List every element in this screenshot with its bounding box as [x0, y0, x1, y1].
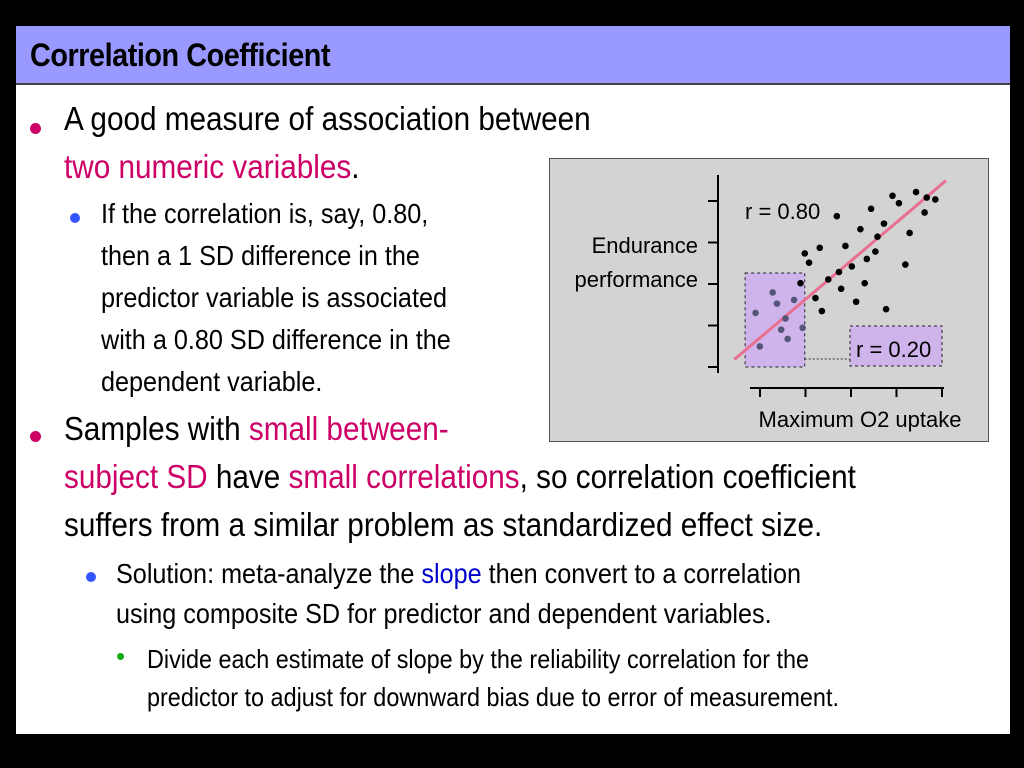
period: . — [351, 148, 360, 185]
data-point — [848, 263, 856, 270]
data-point — [906, 229, 913, 237]
data-point — [833, 212, 841, 220]
bullet2-text-line2: subject SD have small correlations, so c… — [64, 458, 856, 496]
sub-text-line4: with a 0.80 SD difference in the — [101, 324, 451, 355]
sub-text-line1: If the correlation is, say, 0.80, — [101, 198, 429, 229]
data-point — [837, 285, 845, 293]
data-point — [818, 307, 826, 315]
data-point — [880, 220, 888, 227]
data-point — [799, 324, 806, 332]
solution-plain: Solution: meta-analyze the — [116, 558, 422, 589]
slide-title: Correlation Coefficient — [30, 37, 331, 73]
data-point — [902, 261, 909, 268]
bullet2-text-line1: Samples with small between- — [64, 410, 449, 448]
bullet1-text-line2: two numeric variables. — [64, 148, 359, 186]
data-point — [852, 298, 860, 306]
data-point — [895, 199, 903, 207]
scatter-chart: Endurance performance r = 0.80 r = 0.20 … — [549, 158, 989, 442]
highlight-small-between: small between- — [248, 410, 449, 447]
solution-line2: using composite SD for predictor and dep… — [116, 598, 772, 629]
data-point — [816, 244, 824, 252]
divide-line1: Divide each estimate of slope by the rel… — [147, 644, 810, 674]
data-point — [867, 205, 875, 213]
subset-label-box — [849, 325, 943, 367]
data-point — [784, 335, 791, 343]
ylabel-line2: performance — [574, 267, 698, 292]
data-point — [857, 225, 864, 233]
bullet2-have: have — [207, 458, 289, 495]
bullet1-text-line1: A good measure of association between — [64, 100, 591, 137]
data-point — [842, 242, 849, 250]
highlight-two-numeric-variables: two numeric variables — [64, 148, 352, 185]
annotation-r-subset: r = 0.20 — [856, 337, 931, 362]
data-point — [752, 309, 759, 317]
data-point — [861, 279, 868, 287]
bullet2-line2-end: , so correlation coefficient — [519, 458, 856, 495]
scatter-chart-svg: Endurance performance r = 0.80 r = 0.20 … — [574, 175, 962, 432]
data-point — [812, 294, 819, 302]
sub-bullet-dot — [70, 213, 80, 223]
data-point — [805, 259, 813, 266]
subset-highlight-box — [744, 272, 806, 368]
data-point — [872, 248, 879, 255]
sub-text-line3: predictor variable is associated — [101, 282, 447, 313]
data-point — [835, 268, 843, 276]
data-point — [797, 279, 804, 287]
data-point — [773, 300, 781, 307]
solution-line1: Solution: meta-analyze the slope then co… — [116, 558, 801, 590]
highlight-slope: slope — [421, 558, 482, 589]
divide-line2: predictor to adjust for downward bias du… — [147, 682, 839, 712]
data-point — [882, 305, 890, 313]
data-point — [777, 326, 785, 333]
chart-axes — [708, 175, 944, 397]
data-point — [889, 192, 896, 200]
data-point — [912, 188, 920, 196]
highlight-small-correlations: small correlations — [288, 458, 520, 495]
data-point — [790, 296, 798, 304]
title-bar: Correlation Coefficient — [16, 26, 1010, 85]
annotation-r-full: r = 0.80 — [745, 199, 820, 224]
highlight-subject-sd: subject SD — [64, 458, 208, 495]
data-point — [863, 255, 871, 263]
data-point — [932, 196, 939, 203]
scatter-points — [752, 188, 939, 350]
solution-line1-end: then convert to a correlation — [481, 558, 802, 589]
data-point — [769, 289, 776, 296]
bullet2-plain: Samples with — [64, 410, 249, 447]
ylabel-line1: Endurance — [592, 233, 698, 258]
slide: Correlation Coefficient A good measure o… — [16, 26, 1010, 734]
xlabel: Maximum O2 uptake — [759, 407, 962, 432]
data-point — [801, 250, 809, 257]
data-point — [782, 315, 789, 322]
data-point — [921, 209, 928, 216]
data-point — [756, 343, 764, 350]
bullet-dot — [30, 123, 41, 134]
bullet-dot — [30, 431, 41, 442]
data-point — [825, 276, 832, 283]
sub-bullet-dot — [86, 572, 96, 582]
data-point — [874, 233, 881, 240]
data-point — [923, 194, 931, 201]
sub-text-line5: dependent variable. — [101, 366, 323, 397]
sub-text-line2: then a 1 SD difference in the — [101, 240, 420, 271]
bullet2-text-line3: suffers from a similar problem as standa… — [64, 506, 823, 543]
green-bullet-dot: • — [116, 641, 126, 671]
